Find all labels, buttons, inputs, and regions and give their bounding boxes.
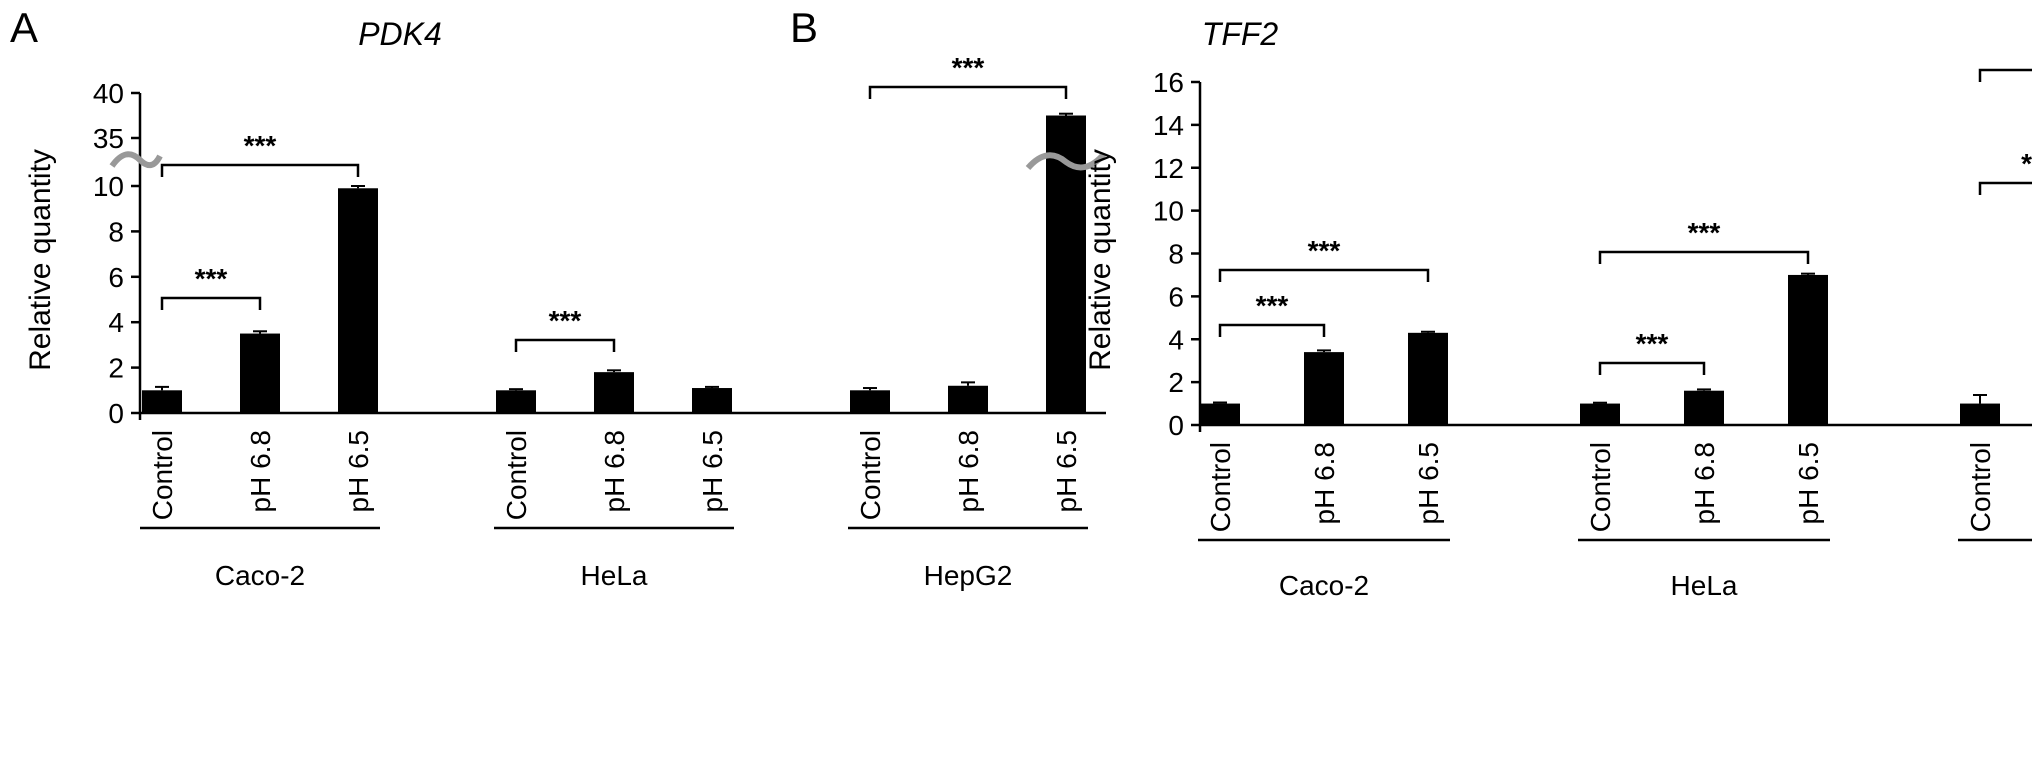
x-category-label: pH 6.8 (1689, 442, 1720, 525)
group-label: Caco-2 (1279, 570, 1369, 601)
x-category-label: pH 6.8 (599, 430, 630, 513)
bar (1788, 274, 1828, 425)
x-category-label: Control (147, 430, 178, 520)
x-category-label: pH 6.5 (1051, 430, 1082, 513)
significance-bracket (160, 296, 262, 310)
x-category-label: Control (1205, 442, 1236, 532)
group-label: Caco-2 (215, 560, 305, 591)
group-label: HeLa (581, 560, 648, 591)
x-category-label: pH 6.8 (245, 430, 276, 513)
y-tick-label: 10 (93, 171, 124, 202)
bar (1408, 332, 1448, 425)
significance-label: *** (1256, 290, 1289, 321)
x-category-label: pH 6.5 (343, 430, 374, 513)
x-category-label: Control (855, 430, 886, 520)
chart-title: PDK4 (358, 16, 442, 52)
bar (948, 385, 988, 413)
y-tick-label: 16 (1153, 67, 1184, 98)
y-tick-label: 6 (108, 262, 124, 293)
significance-bracket (1218, 268, 1430, 282)
y-tick-label: 10 (1153, 196, 1184, 227)
y-tick-label: 0 (1168, 410, 1184, 441)
axis-break-mark (1025, 151, 1107, 171)
significance-bracket (514, 338, 616, 352)
significance-label: *** (1308, 235, 1341, 266)
bar (338, 188, 378, 413)
significance-bracket (1978, 181, 2032, 195)
y-tick-label: 2 (108, 353, 124, 384)
bar (692, 388, 732, 413)
x-category-label: pH 6.5 (697, 430, 728, 513)
bar (142, 390, 182, 413)
chart-title: TFF2 (1202, 16, 1279, 52)
bar (1960, 403, 2000, 425)
bar (1580, 403, 1620, 425)
significance-label: *** (1636, 328, 1669, 359)
significance-bracket (1598, 250, 1810, 264)
x-category-label: pH 6.8 (953, 430, 984, 513)
chart-panel-a: A PDK4 0 2 4 6 8 10 35 40 Relative quantity Control… (10, 4, 1107, 591)
y-tick-label: 6 (1168, 281, 1184, 312)
bar (240, 333, 280, 413)
x-category-label: pH 6.5 (1413, 442, 1444, 525)
significance-bracket (868, 85, 1068, 99)
y-tick-label: 4 (108, 307, 124, 338)
panel-letter: B (790, 4, 818, 51)
x-category-label: pH 6.8 (1309, 442, 1340, 525)
x-category-label: Control (1965, 442, 1996, 532)
y-tick-label: 8 (108, 216, 124, 247)
group-label: HepG2 (924, 560, 1013, 591)
bar (1304, 352, 1344, 425)
bar (850, 390, 890, 413)
y-tick-label: 0 (108, 398, 124, 429)
significance-bracket (1978, 68, 2032, 82)
panel-letter: A (10, 4, 38, 51)
significance-label: *** (195, 263, 228, 294)
y-tick-label: 4 (1168, 324, 1184, 355)
significance-bracket (160, 163, 360, 177)
x-category-label: Control (1585, 442, 1616, 532)
y-tick-label: 40 (93, 78, 124, 109)
significance-bracket (1218, 323, 1326, 337)
significance-label: *** (952, 52, 985, 83)
group-label: HeLa (1671, 570, 1738, 601)
x-category-label: Control (501, 430, 532, 520)
y-tick-label: 35 (93, 123, 124, 154)
y-axis-title: Relative quantity (24, 149, 57, 371)
chart-panel-b: B TFF2 0 2 4 6 8 10 12 14 16 Relative quantity Contr… (790, 4, 2032, 601)
significance-label: *** (244, 130, 277, 161)
y-tick-label: 8 (1168, 239, 1184, 270)
bar (1684, 390, 1724, 425)
axis-break-mark (109, 151, 163, 169)
significance-bracket (1598, 361, 1706, 375)
bar (496, 390, 536, 413)
significance-label: *** (1688, 217, 1721, 248)
y-axis-title: Relative quantity (1084, 149, 1117, 371)
significance-label: *** (549, 305, 582, 336)
x-category-label: pH 6.5 (1793, 442, 1824, 525)
significance-label: ** (2021, 148, 2032, 179)
y-tick-label: 12 (1153, 153, 1184, 184)
bar (594, 372, 634, 413)
bar (1200, 403, 1240, 425)
y-tick-label: 2 (1168, 367, 1184, 398)
y-tick-label: 14 (1153, 110, 1184, 141)
